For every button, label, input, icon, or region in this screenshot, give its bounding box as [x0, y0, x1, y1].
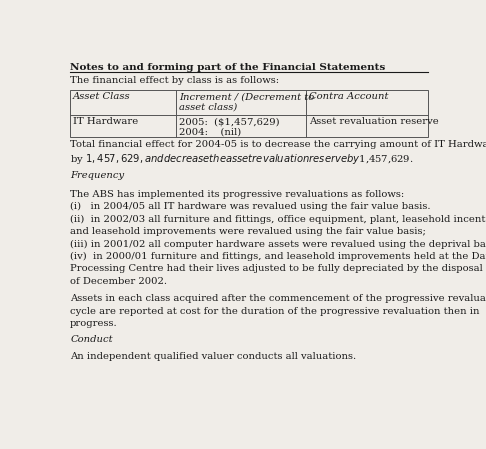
- Text: and leasehold improvements were revalued using the fair value basis;: and leasehold improvements were revalued…: [70, 227, 426, 236]
- Text: Total financial effect for 2004-05 is to decrease the carrying amount of IT Hard: Total financial effect for 2004-05 is to…: [70, 140, 486, 149]
- Bar: [70, 90, 428, 136]
- Text: Contra Account: Contra Account: [310, 92, 389, 101]
- Text: 2005:  ($1,457,629)
2004:    (nil): 2005: ($1,457,629) 2004: (nil): [179, 117, 279, 136]
- Text: Asset Class: Asset Class: [73, 92, 131, 101]
- Text: The financial effect by class is as follows:: The financial effect by class is as foll…: [70, 76, 279, 85]
- Text: An independent qualified valuer conducts all valuations.: An independent qualified valuer conducts…: [70, 352, 356, 361]
- Text: IT Hardware: IT Hardware: [73, 117, 139, 126]
- Text: Increment / (Decrement to
asset class): Increment / (Decrement to asset class): [179, 92, 314, 112]
- Text: (iii) in 2001/02 all computer hardware assets were revalued using the deprival b: (iii) in 2001/02 all computer hardware a…: [70, 239, 486, 249]
- Text: Asset revaluation reserve: Asset revaluation reserve: [310, 117, 439, 126]
- Text: The ABS has implemented its progressive revaluations as follows:: The ABS has implemented its progressive …: [70, 190, 404, 199]
- Text: (iv)  in 2000/01 furniture and fittings, and leasehold improvements held at the : (iv) in 2000/01 furniture and fittings, …: [70, 252, 486, 261]
- Text: Processing Centre had their lives adjusted to be fully depreciated by the dispos: Processing Centre had their lives adjust…: [70, 264, 486, 273]
- Text: Assets in each class acquired after the commencement of the progressive revaluat: Assets in each class acquired after the …: [70, 294, 486, 304]
- Text: progress.: progress.: [70, 319, 118, 328]
- Text: (i)   in 2004/05 all IT hardware was revalued using the fair value basis.: (i) in 2004/05 all IT hardware was reval…: [70, 202, 431, 211]
- Text: of December 2002.: of December 2002.: [70, 277, 167, 286]
- Text: Conduct: Conduct: [70, 335, 113, 344]
- Text: Notes to and forming part of the Financial Statements: Notes to and forming part of the Financi…: [70, 62, 385, 71]
- Text: Frequency: Frequency: [70, 171, 124, 180]
- Text: by $1,457,629, and decrease the asset revaluation reserve by $1,457,629.: by $1,457,629, and decrease the asset re…: [70, 152, 414, 167]
- Text: cycle are reported at cost for the duration of the progressive revaluation then : cycle are reported at cost for the durat…: [70, 307, 480, 316]
- Text: (ii)  in 2002/03 all furniture and fittings, office equipment, plant, leasehold : (ii) in 2002/03 all furniture and fittin…: [70, 215, 486, 224]
